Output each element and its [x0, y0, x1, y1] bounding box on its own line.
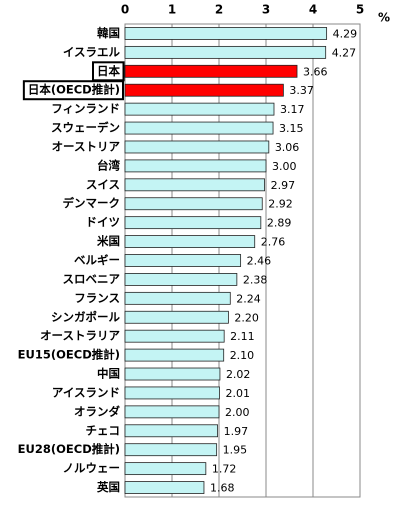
category-label: ドイツ [86, 215, 121, 229]
value-label: 2.92 [268, 198, 293, 211]
value-label: 3.66 [303, 65, 328, 78]
category-label: イスラエル [63, 45, 121, 59]
value-label: 2.46 [247, 255, 272, 268]
bar [124, 348, 225, 362]
value-label: 4.27 [332, 46, 357, 59]
category-label: EU15(OECD推計) [18, 348, 120, 362]
category-label: ノルウェー [63, 461, 121, 475]
bar [124, 45, 327, 59]
category-label: EU28(OECD推計) [18, 442, 120, 456]
bar [124, 27, 328, 40]
category-label: 韓国 [97, 26, 120, 40]
value-label: 1.72 [212, 463, 237, 476]
x-tick-label: 4 [309, 3, 317, 17]
bar [124, 140, 270, 154]
value-label: 2.24 [236, 292, 261, 305]
value-label: 3.15 [279, 122, 304, 135]
bar [124, 443, 218, 457]
category-label: デンマーク [63, 196, 121, 210]
category-label: フィンランド [51, 102, 120, 116]
category-label: スイス [86, 177, 120, 191]
value-label: 2.10 [230, 349, 255, 362]
bar [124, 273, 238, 286]
bar [124, 386, 220, 400]
category-label: 英国 [96, 480, 120, 494]
bar [124, 159, 267, 173]
value-label: 1.97 [224, 425, 249, 438]
value-label: 2.89 [267, 217, 292, 230]
bar [124, 481, 205, 494]
bar [124, 121, 274, 135]
x-tick-label: 3 [262, 3, 270, 17]
x-tick-label: 2 [215, 3, 223, 17]
value-label: 1.68 [210, 482, 235, 495]
bar [124, 254, 242, 267]
category-label: 米国 [96, 234, 120, 248]
value-label: 4.29 [333, 27, 358, 40]
bar [124, 64, 298, 78]
value-label: 3.37 [289, 84, 314, 97]
category-label: 日本 [97, 64, 120, 78]
value-label: 2.97 [271, 179, 296, 192]
value-label: 3.17 [280, 103, 305, 116]
bar [124, 405, 220, 419]
bar [124, 178, 265, 192]
x-tick-label: 5 [356, 3, 364, 17]
bar [124, 310, 229, 324]
value-label: 1.95 [223, 444, 248, 457]
category-label: オーストリア [52, 139, 121, 153]
value-label: 2.01 [225, 387, 250, 400]
bar [124, 235, 256, 248]
bar [124, 462, 207, 476]
bar [124, 329, 225, 343]
bar [124, 291, 231, 305]
category-label: フランス [74, 291, 120, 305]
value-label: 2.38 [243, 273, 267, 286]
category-label: アイスランド [52, 385, 120, 399]
highlight-box [22, 80, 124, 101]
value-label: 2.11 [230, 330, 255, 343]
value-label: 2.00 [225, 406, 250, 419]
category-label: 中国 [97, 367, 120, 381]
x-axis-label: % [378, 11, 390, 25]
category-label: スウェーデン [51, 121, 120, 135]
value-label: 2.76 [261, 236, 286, 249]
category-label: 日本(OECD推計) [28, 83, 120, 97]
value-label: 2.20 [234, 311, 259, 324]
bar [124, 424, 218, 438]
category-label: ベルギー [74, 253, 120, 267]
category-label: シンガポール [51, 310, 120, 324]
category-label: オーストラリア [40, 329, 120, 343]
value-label: 2.02 [226, 368, 251, 381]
bar [124, 197, 263, 211]
bar [124, 367, 221, 381]
x-tick-label: 0 [121, 3, 129, 17]
value-label: 3.00 [272, 160, 297, 173]
category-label: チェコ [86, 423, 121, 437]
category-label: 台湾 [97, 158, 120, 172]
x-tick-label: 1 [168, 3, 176, 17]
bar [124, 83, 284, 97]
category-label: スロベニア [63, 272, 121, 286]
bar [124, 216, 262, 230]
bar [124, 102, 275, 116]
value-label: 3.06 [275, 141, 300, 154]
category-label: オランダ [74, 404, 120, 418]
